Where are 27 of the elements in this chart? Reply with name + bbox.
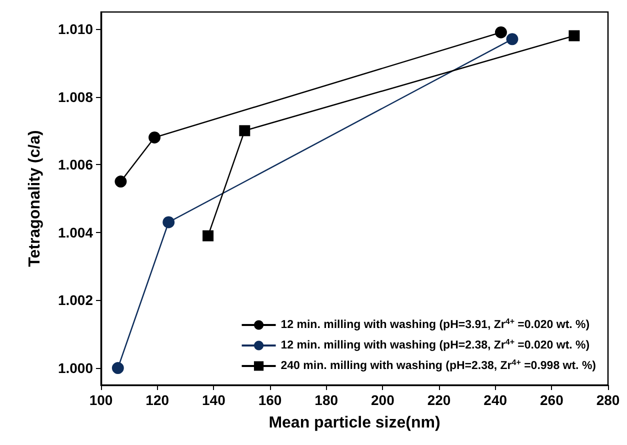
x-tick-label: 260: [540, 392, 564, 408]
x-axis-title: Mean particle size(nm): [268, 414, 440, 432]
x-tick-label: 240: [484, 392, 508, 408]
point: [568, 30, 580, 42]
y-tick-label: 1.004: [58, 224, 94, 240]
x-tick-label: 200: [370, 392, 395, 408]
y-axis-title: Tetragonality (c/a): [26, 130, 44, 267]
point: [114, 176, 127, 188]
x-tick-label: 280: [596, 392, 620, 408]
x-tick-label: 100: [89, 392, 113, 408]
y-tick-label: 1.000: [58, 360, 94, 376]
x-tick-label: 160: [258, 392, 282, 408]
x-tick-label: 140: [202, 392, 226, 408]
point: [239, 125, 250, 136]
point: [112, 362, 124, 374]
y-tick-label: 1.008: [58, 88, 94, 105]
point: [162, 216, 175, 228]
y-tick-label: 1.002: [58, 292, 94, 308]
point: [202, 230, 214, 242]
x-tick-label: 180: [314, 392, 338, 408]
y-tick-label: 1.010: [58, 20, 94, 37]
point: [494, 26, 507, 38]
x-tick-label: 120: [146, 392, 170, 408]
point: [506, 33, 518, 46]
x-tick-label: 220: [427, 392, 451, 408]
point: [148, 131, 161, 144]
y-tick-label: 1.006: [58, 156, 94, 173]
